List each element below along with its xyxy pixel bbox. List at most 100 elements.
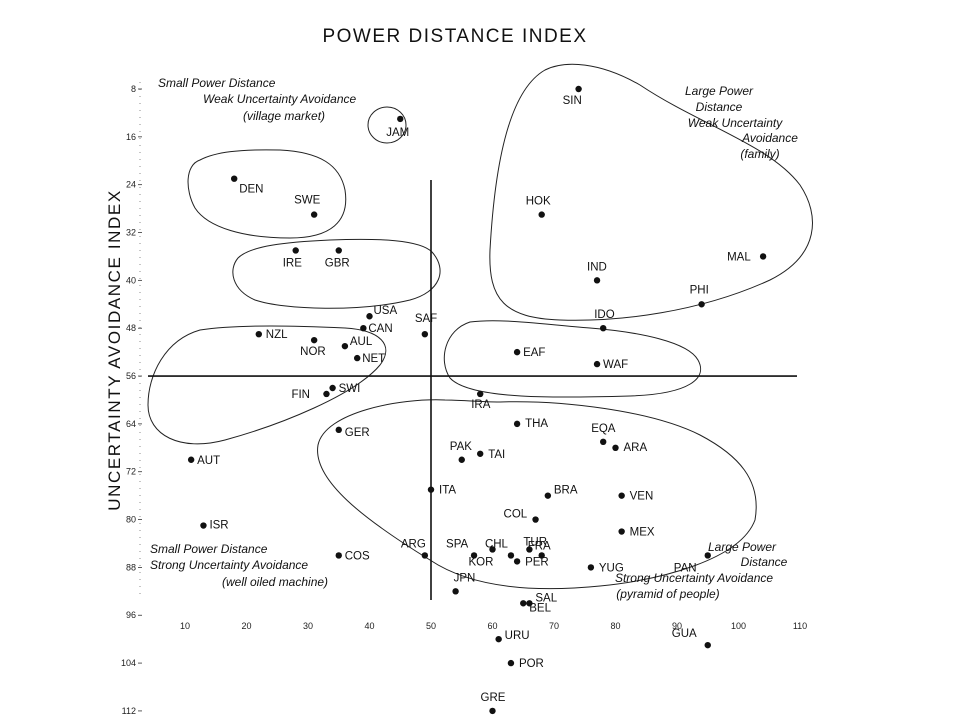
x-tick-label: 10: [180, 621, 190, 631]
data-point-mex: [618, 528, 625, 535]
point-label-por: POR: [519, 658, 544, 670]
annotation-top-right-1: Large Power: [685, 84, 754, 98]
y-tick-label: 80: [126, 515, 136, 525]
data-point-gbr: [335, 247, 342, 254]
point-label-waf: WAF: [603, 359, 628, 371]
annotation-top-right-3: Weak Uncertainty: [688, 116, 783, 130]
point-label-tha: THA: [525, 418, 548, 430]
point-label-spa: SPA: [446, 538, 468, 550]
annotation-bottom-right-4: (pyramid of people): [616, 587, 719, 601]
annotation-top-left-1: Small Power Distance: [158, 76, 276, 90]
annotation-bottom-left-1: Small Power Distance: [150, 542, 268, 556]
y-tick-label: 56: [126, 371, 136, 381]
x-tick-label: 50: [426, 621, 436, 631]
data-point-ger: [335, 426, 342, 434]
point-label-jpn: JPN: [454, 572, 476, 584]
point-label-gre: GRE: [481, 692, 506, 704]
data-point-saf: [421, 330, 429, 338]
data-point-sal: [526, 600, 533, 607]
data-point-eqa: [600, 438, 607, 446]
point-label-aul: AUL: [350, 336, 373, 348]
data-points: SIN JAM DEN SWE HOK IRE GBR MAL IND PHI USA SAF NZL C…: [187, 85, 767, 715]
y-tick-label: 72: [126, 467, 136, 477]
point-label-saf: SAF: [415, 313, 437, 325]
annotation-top-right-2: Distance: [696, 100, 743, 114]
data-point-per: [513, 558, 521, 565]
cluster-southeast: [443, 320, 702, 398]
cluster-germanic: [147, 325, 387, 445]
point-label-per: PER: [525, 556, 549, 568]
point-label-sin: SIN: [563, 95, 582, 107]
cluster-nordic: [187, 149, 347, 239]
data-point-phi: [698, 301, 705, 308]
point-label-ire: IRE: [283, 257, 303, 269]
x-ticks: 10 20 30 40 50 60 70 80 90 100 110: [180, 621, 807, 631]
point-label-isr: ISR: [209, 520, 228, 532]
data-point-isr: [200, 522, 207, 529]
y-tick-label: 96: [126, 610, 136, 620]
y-tick-label: 16: [126, 132, 136, 142]
cluster-anglo: [232, 238, 441, 309]
x-tick-label: 90: [672, 621, 682, 631]
point-label-ger: GER: [345, 427, 370, 439]
point-label-mex: MEX: [630, 527, 655, 539]
point-label-tur: TUR: [523, 536, 547, 548]
point-label-den: DEN: [239, 184, 263, 196]
data-point-gre: [489, 707, 496, 715]
point-label-nzl: NZL: [266, 329, 288, 341]
data-point-pak: [458, 456, 465, 463]
y-tick-label: 48: [126, 323, 136, 333]
point-label-mal: MAL: [727, 251, 751, 263]
point-label-kor: KOR: [469, 556, 494, 568]
x-tick-label: 20: [241, 621, 251, 631]
point-label-col: COL: [504, 509, 528, 521]
x-tick-label: 70: [549, 621, 559, 631]
point-label-yug: YUG: [599, 562, 624, 574]
data-point-ira: [477, 390, 484, 398]
data-point-bra: [544, 492, 552, 499]
point-label-tai: TAI: [488, 449, 505, 461]
data-point-cos: [335, 552, 342, 559]
x-tick-label: 80: [610, 621, 620, 631]
point-label-pan: PAN: [674, 562, 697, 574]
point-label-arg: ARG: [401, 538, 426, 550]
data-point-den: [231, 175, 238, 182]
point-label-fra: FRA: [528, 540, 551, 552]
data-point-net: [354, 354, 361, 362]
point-label-nor: NOR: [300, 346, 326, 358]
data-point-aul: [341, 342, 349, 350]
point-label-chl: CHL: [485, 538, 509, 550]
data-point-swi: [329, 384, 336, 392]
data-point-ara: [612, 444, 619, 451]
data-point-col: [532, 516, 539, 523]
data-point-waf: [593, 360, 601, 368]
y-tick-label: 104: [121, 658, 136, 668]
data-point-mal: [759, 253, 767, 260]
x-tick-label: 110: [793, 621, 807, 631]
data-point-can: [360, 325, 367, 332]
chart-title: POWER DISTANCE INDEX: [322, 26, 587, 47]
data-point-yug: [587, 564, 595, 571]
y-tick-label: 32: [126, 228, 136, 238]
data-point-hok: [538, 211, 545, 218]
point-label-ido: IDO: [594, 309, 615, 321]
annotation-bottom-right-1: Large Power: [708, 540, 777, 554]
data-point-bel: [520, 600, 527, 607]
data-point-fra: [538, 552, 545, 559]
x-tick-label: 30: [303, 621, 313, 631]
data-point-jam: [397, 115, 404, 123]
point-label-jam: JAM: [386, 127, 409, 139]
point-label-bra: BRA: [554, 485, 578, 497]
data-point-tur: [526, 546, 533, 553]
point-label-ita: ITA: [439, 485, 456, 497]
annotation-bottom-left-3: (well oiled machine): [222, 575, 328, 589]
y-tick-label: 88: [126, 562, 136, 572]
data-point-ind: [593, 277, 601, 284]
data-point-por: [507, 659, 515, 667]
cluster-outlines: [147, 63, 813, 590]
data-point-tai: [477, 450, 484, 457]
point-label-fin: FIN: [291, 389, 310, 401]
annotation-top-right-5: (family): [740, 147, 779, 161]
point-label-ven: VEN: [630, 491, 654, 503]
x-tick-label: 60: [487, 621, 497, 631]
